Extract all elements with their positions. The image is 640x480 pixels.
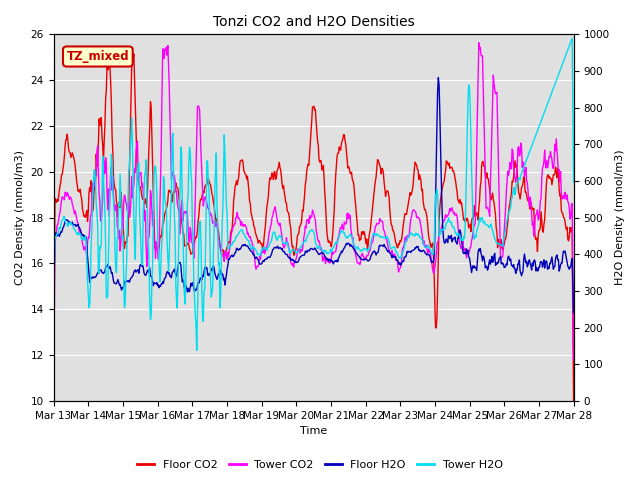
Tower CO2 xyxy=(570,358,577,363)
Floor CO2 xyxy=(130,51,138,57)
Floor H2O xyxy=(376,243,384,249)
Tower H2O xyxy=(392,249,400,255)
Tower H2O xyxy=(113,270,120,276)
Floor CO2 xyxy=(392,241,400,247)
Line: Floor CO2: Floor CO2 xyxy=(54,54,573,402)
Floor H2O xyxy=(59,225,67,230)
Line: Floor H2O: Floor H2O xyxy=(54,78,573,313)
Tower CO2 xyxy=(392,257,399,263)
Y-axis label: H2O Density (mmol/m3): H2O Density (mmol/m3) xyxy=(615,150,625,286)
Tower CO2 xyxy=(475,40,483,46)
Tower H2O xyxy=(59,216,67,222)
Floor CO2 xyxy=(113,199,120,205)
Floor CO2 xyxy=(50,367,58,373)
Tower CO2 xyxy=(50,399,58,405)
Y-axis label: CO2 Density (mmol/m3): CO2 Density (mmol/m3) xyxy=(15,150,25,285)
Tower CO2 xyxy=(376,218,384,224)
Tower H2O xyxy=(378,234,385,240)
X-axis label: Time: Time xyxy=(300,426,327,436)
Floor H2O xyxy=(50,299,58,304)
Tower CO2 xyxy=(113,203,120,208)
Tower H2O xyxy=(50,302,58,308)
Floor CO2 xyxy=(59,167,67,172)
Legend: Floor CO2, Tower CO2, Floor H2O, Tower H2O: Floor CO2, Tower CO2, Floor H2O, Tower H… xyxy=(133,456,507,474)
Line: Tower H2O: Tower H2O xyxy=(54,38,573,350)
Floor H2O xyxy=(570,310,577,316)
Floor CO2 xyxy=(166,189,174,195)
Tower H2O xyxy=(570,179,577,185)
Tower CO2 xyxy=(193,138,200,144)
Text: TZ_mixed: TZ_mixed xyxy=(67,50,129,63)
Floor H2O xyxy=(165,270,173,276)
Line: Tower CO2: Tower CO2 xyxy=(54,43,573,402)
Title: Tonzi CO2 and H2O Densities: Tonzi CO2 and H2O Densities xyxy=(212,15,415,29)
Floor H2O xyxy=(113,281,120,287)
Floor CO2 xyxy=(378,171,385,177)
Floor H2O xyxy=(435,75,442,81)
Tower H2O xyxy=(165,251,173,257)
Floor CO2 xyxy=(570,399,577,405)
Floor CO2 xyxy=(194,227,202,233)
Tower H2O xyxy=(568,36,576,41)
Floor H2O xyxy=(193,287,200,292)
Tower CO2 xyxy=(165,84,173,90)
Tower H2O xyxy=(193,348,200,353)
Floor H2O xyxy=(392,254,399,260)
Tower CO2 xyxy=(59,195,67,201)
Tower H2O xyxy=(194,312,202,318)
